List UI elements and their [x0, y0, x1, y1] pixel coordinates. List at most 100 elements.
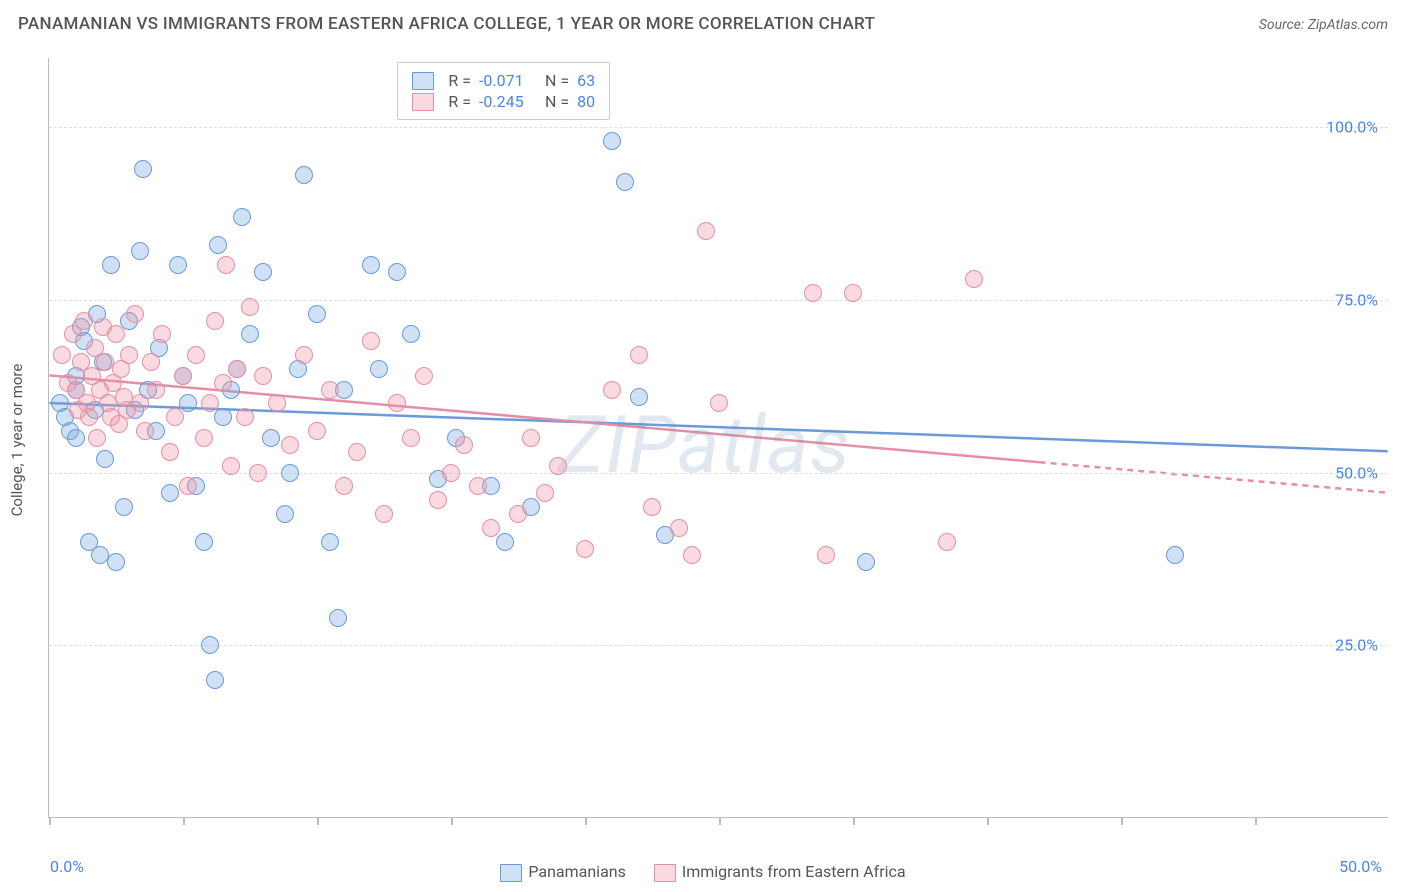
data-point — [603, 132, 621, 150]
data-point — [965, 270, 983, 288]
legend-item: Panamanians — [500, 862, 626, 882]
data-point — [429, 491, 447, 509]
data-point — [102, 256, 120, 274]
data-point — [938, 533, 956, 551]
data-point — [195, 429, 213, 447]
data-point — [126, 305, 144, 323]
data-point — [844, 284, 862, 302]
data-point — [683, 546, 701, 564]
data-point — [134, 160, 152, 178]
data-point — [236, 408, 254, 426]
data-point — [630, 388, 648, 406]
data-point — [804, 284, 822, 302]
data-point — [375, 505, 393, 523]
data-point — [268, 394, 286, 412]
data-point — [522, 429, 540, 447]
legend-n-value: 80 — [577, 92, 595, 111]
data-point — [536, 484, 554, 502]
x-tick — [719, 817, 721, 825]
data-point — [214, 374, 232, 392]
data-point — [469, 477, 487, 495]
data-point — [142, 353, 160, 371]
legend-series-name: Immigrants from Eastern Africa — [682, 862, 906, 881]
data-point — [214, 408, 232, 426]
data-point — [107, 553, 125, 571]
gridline — [49, 127, 1388, 128]
data-point — [206, 312, 224, 330]
data-point — [161, 484, 179, 502]
y-axis-label: College, 1 year or more — [8, 364, 26, 517]
data-point — [228, 360, 246, 378]
data-point — [630, 346, 648, 364]
data-point — [201, 394, 219, 412]
legend-r-value: -0.071 — [479, 71, 537, 90]
data-point — [75, 312, 93, 330]
data-point — [169, 256, 187, 274]
legend-swatch — [654, 864, 676, 882]
data-point — [174, 367, 192, 385]
data-point — [88, 429, 106, 447]
data-point — [209, 236, 227, 254]
data-point — [321, 381, 339, 399]
data-point — [201, 636, 219, 654]
data-point — [217, 256, 235, 274]
legend-row: R =-0.071N =63 — [412, 71, 595, 90]
data-point — [249, 464, 267, 482]
data-point — [153, 325, 171, 343]
data-point — [1166, 546, 1184, 564]
legend-row: R =-0.245N =80 — [412, 92, 595, 111]
data-point — [91, 546, 109, 564]
data-point — [643, 498, 661, 516]
data-point — [131, 242, 149, 260]
data-point — [281, 436, 299, 454]
watermark: ZIPatlas — [558, 398, 851, 492]
chart-title: PANAMANIAN VS IMMIGRANTS FROM EASTERN AF… — [18, 14, 875, 34]
y-tick-label: 75.0% — [1335, 290, 1378, 309]
y-tick-label: 50.0% — [1335, 463, 1378, 482]
gridline — [49, 645, 1388, 646]
data-point — [388, 263, 406, 281]
data-point — [370, 360, 388, 378]
x-tick — [183, 817, 185, 825]
legend-series-name: Panamanians — [528, 862, 626, 881]
data-point — [710, 394, 728, 412]
data-point — [233, 208, 251, 226]
data-point — [348, 443, 366, 461]
data-point — [857, 553, 875, 571]
data-point — [442, 464, 460, 482]
legend-swatch — [412, 93, 434, 111]
data-point — [281, 464, 299, 482]
data-point — [120, 346, 138, 364]
x-tick — [585, 817, 587, 825]
data-point — [115, 498, 133, 516]
data-point — [131, 394, 149, 412]
data-point — [53, 346, 71, 364]
data-point — [576, 540, 594, 558]
data-point — [603, 381, 621, 399]
x-tick — [1255, 817, 1257, 825]
data-point — [254, 367, 272, 385]
data-point — [295, 166, 313, 184]
data-point — [166, 408, 184, 426]
source-label: Source: — [1259, 17, 1308, 33]
data-point — [362, 332, 380, 350]
data-point — [147, 381, 165, 399]
data-point — [321, 533, 339, 551]
y-tick-label: 100.0% — [1326, 118, 1378, 137]
data-point — [179, 477, 197, 495]
data-point — [402, 429, 420, 447]
data-point — [509, 505, 527, 523]
x-tick — [49, 817, 51, 825]
y-tick-label: 25.0% — [1335, 636, 1378, 655]
data-point — [241, 298, 259, 316]
data-point — [179, 394, 197, 412]
data-point — [241, 325, 259, 343]
legend-n-label: N = — [545, 92, 569, 111]
data-point — [496, 533, 514, 551]
data-point — [616, 173, 634, 191]
legend-item: Immigrants from Eastern Africa — [654, 862, 906, 882]
data-point — [107, 325, 125, 343]
chart-plot-area: ZIPatlas R =-0.071N =63R =-0.245N =80 25… — [48, 58, 1388, 818]
data-point — [362, 256, 380, 274]
data-point — [402, 325, 420, 343]
